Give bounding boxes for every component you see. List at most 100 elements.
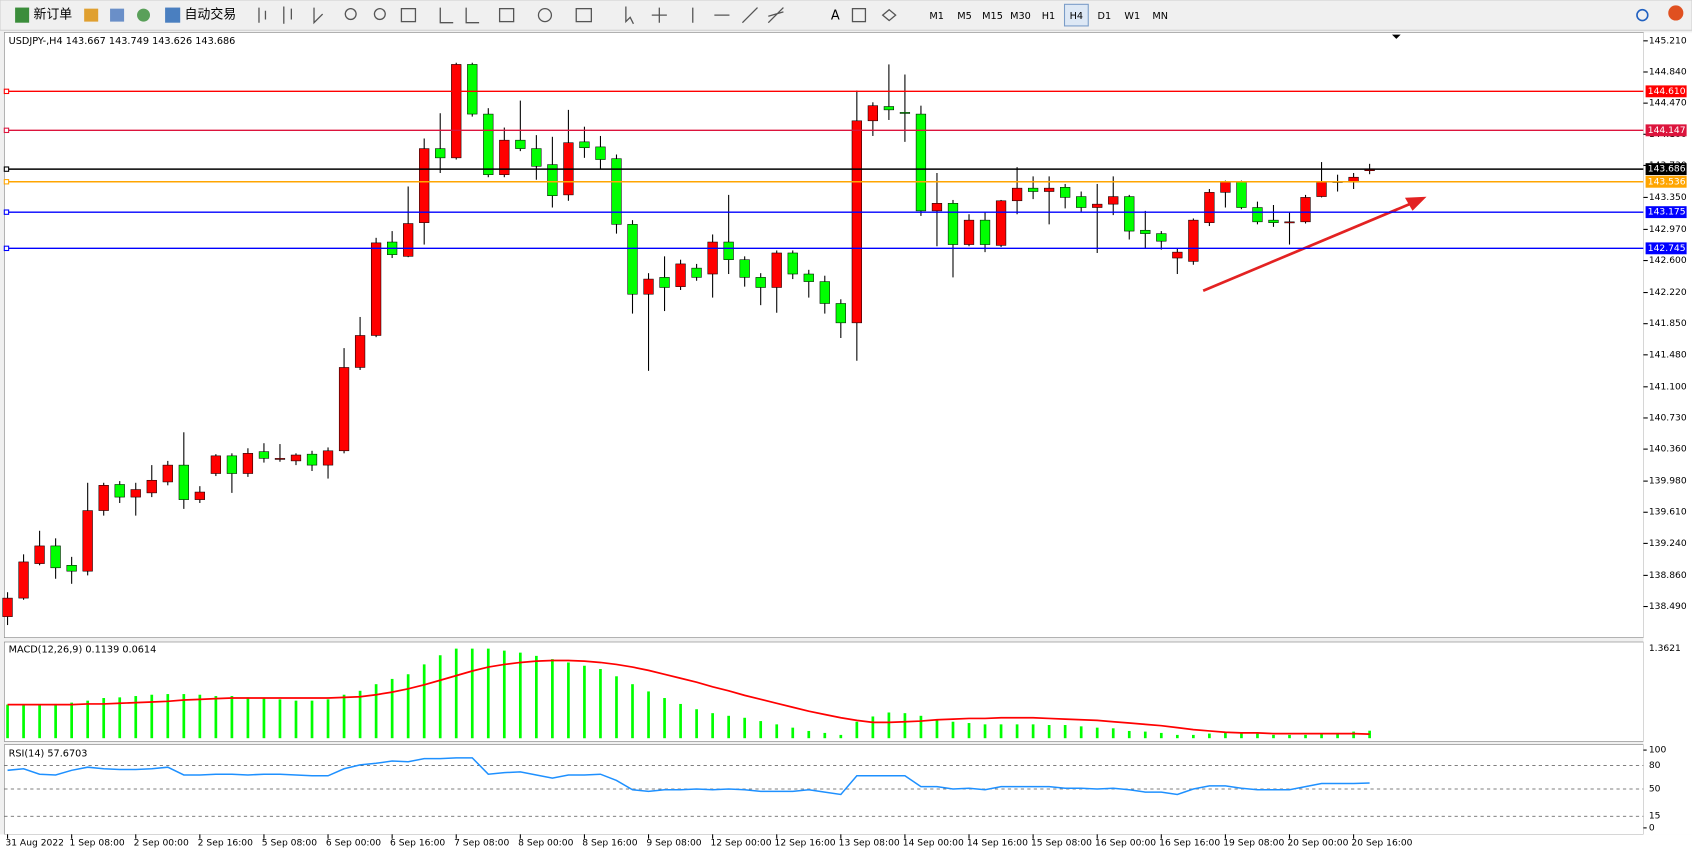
timeframe-button[interactable]: M5 [957, 11, 972, 22]
timeframe-button[interactable]: H4 [1070, 11, 1083, 22]
x-tick-label: 2 Sep 16:00 [198, 838, 253, 849]
candle-body [611, 158, 622, 225]
candle-body [1027, 187, 1039, 192]
y-tick-label: 80 [1649, 760, 1661, 771]
auto-trade-button[interactable]: 自动交易 [185, 7, 237, 23]
candle-body [258, 451, 270, 459]
candle-body [707, 241, 718, 275]
zoom-in[interactable] [344, 7, 357, 21]
candle-body [851, 120, 862, 324]
y-tick-label: 0 [1649, 822, 1655, 833]
x-tick-label: 20 Sep 16:00 [1351, 838, 1412, 849]
candle-body [1284, 221, 1295, 224]
candle-body [963, 219, 975, 245]
tile[interactable] [400, 7, 417, 23]
main-panel [3, 32, 1644, 639]
x-tick-label: 14 Sep 00:00 [903, 838, 964, 849]
level-handle [3, 209, 10, 215]
y-tick-label: 140.360 [1649, 444, 1687, 455]
y-tick-label: 138.860 [1649, 570, 1687, 581]
level-handle [3, 245, 10, 252]
y-tick-label: 141.850 [1649, 318, 1687, 329]
candle-body [979, 219, 991, 245]
candle-body [451, 64, 462, 159]
tool-icon[interactable] [110, 8, 125, 22]
timeframe-button[interactable]: M1 [929, 11, 944, 22]
rsi-panel [3, 744, 1644, 835]
x-tick-label: 1 Sep 08:00 [69, 838, 124, 849]
timeframe-button[interactable]: M30 [1010, 11, 1031, 22]
level-label: 144.610 [1648, 86, 1686, 97]
new-order-button[interactable]: 新订单 [33, 7, 72, 23]
level-label-box [1645, 206, 1687, 219]
price-axis [1643, 32, 1692, 835]
arrows[interactable] [881, 8, 897, 22]
y-tick-label: 142.220 [1649, 287, 1687, 298]
level-label-box [1645, 175, 1687, 188]
x-tick-label: 14 Sep 16:00 [967, 838, 1028, 849]
candle-body [338, 367, 350, 452]
periods[interactable] [537, 7, 553, 23]
drawing-tools[interactable] [258, 6, 897, 25]
candle-body [1108, 196, 1119, 205]
timeframe-button[interactable]: M15 [982, 11, 1003, 22]
candle-body [1204, 192, 1215, 223]
candle-body [787, 252, 798, 275]
candle-body [1172, 251, 1183, 259]
candle-body [1044, 187, 1055, 192]
x-tick-label: 8 Sep 16:00 [582, 838, 637, 849]
notifications[interactable] [1668, 5, 1684, 21]
timeframe-button[interactable]: H1 [1042, 11, 1055, 22]
candle-body [1011, 187, 1023, 202]
x-tick-label: 13 Sep 08:00 [839, 838, 900, 849]
tool-icon[interactable] [84, 8, 99, 22]
candle-body [2, 597, 13, 617]
x-tick-label: 20 Sep 00:00 [1287, 838, 1348, 849]
indicator[interactable] [498, 7, 515, 23]
zoom-out[interactable] [373, 7, 386, 21]
chart-type-icons[interactable] [258, 6, 324, 25]
candle-body [1140, 229, 1151, 234]
x-tick-label: 31 Aug 2022 [5, 838, 64, 849]
timeframe-button[interactable]: W1 [1124, 11, 1140, 22]
y-tick-label: 145.210 [1649, 35, 1687, 46]
candle-body [1300, 197, 1311, 223]
candle-body [739, 259, 750, 278]
shift-marker [1392, 34, 1401, 39]
trend-arrow-head [1404, 196, 1427, 211]
candle-body [771, 252, 782, 288]
line-tools[interactable] [625, 6, 784, 25]
search[interactable] [1636, 8, 1649, 22]
auto-trade-icon[interactable] [165, 7, 181, 23]
candle-body [419, 148, 430, 223]
y-tick-label: 142.970 [1649, 224, 1687, 235]
new-order-icon[interactable] [15, 7, 30, 23]
y-tick-label: 139.240 [1649, 538, 1687, 549]
candle-body [1124, 196, 1135, 232]
x-tick-label: 7 Sep 08:00 [454, 838, 509, 849]
x-tick-label: 12 Sep 16:00 [775, 838, 836, 849]
candle-body [931, 203, 943, 212]
rsi-title: RSI(14) 57.6703 [9, 748, 88, 759]
y-tick-label: 50 [1649, 783, 1661, 794]
level-label: 143.536 [1648, 176, 1686, 187]
scroll-tools[interactable] [439, 7, 480, 24]
candle-body [499, 139, 510, 175]
candle-body [723, 241, 734, 260]
tool-icon[interactable] [137, 8, 150, 22]
text-label[interactable] [851, 7, 867, 23]
level-label-box [1645, 242, 1687, 255]
candle-body [915, 113, 927, 212]
candle-body [34, 545, 45, 564]
timeframe-button[interactable]: MN [1152, 11, 1168, 22]
candle-body [995, 200, 1007, 246]
text-tool[interactable]: A [831, 9, 840, 24]
timeframe-button[interactable]: D1 [1098, 11, 1112, 22]
candle-body [98, 485, 109, 511]
candle-body [370, 242, 382, 336]
candle-body [242, 453, 254, 474]
templates[interactable] [575, 7, 592, 23]
candle-body [467, 64, 478, 115]
candle-body [1268, 219, 1279, 223]
level-label-box [1645, 85, 1687, 98]
